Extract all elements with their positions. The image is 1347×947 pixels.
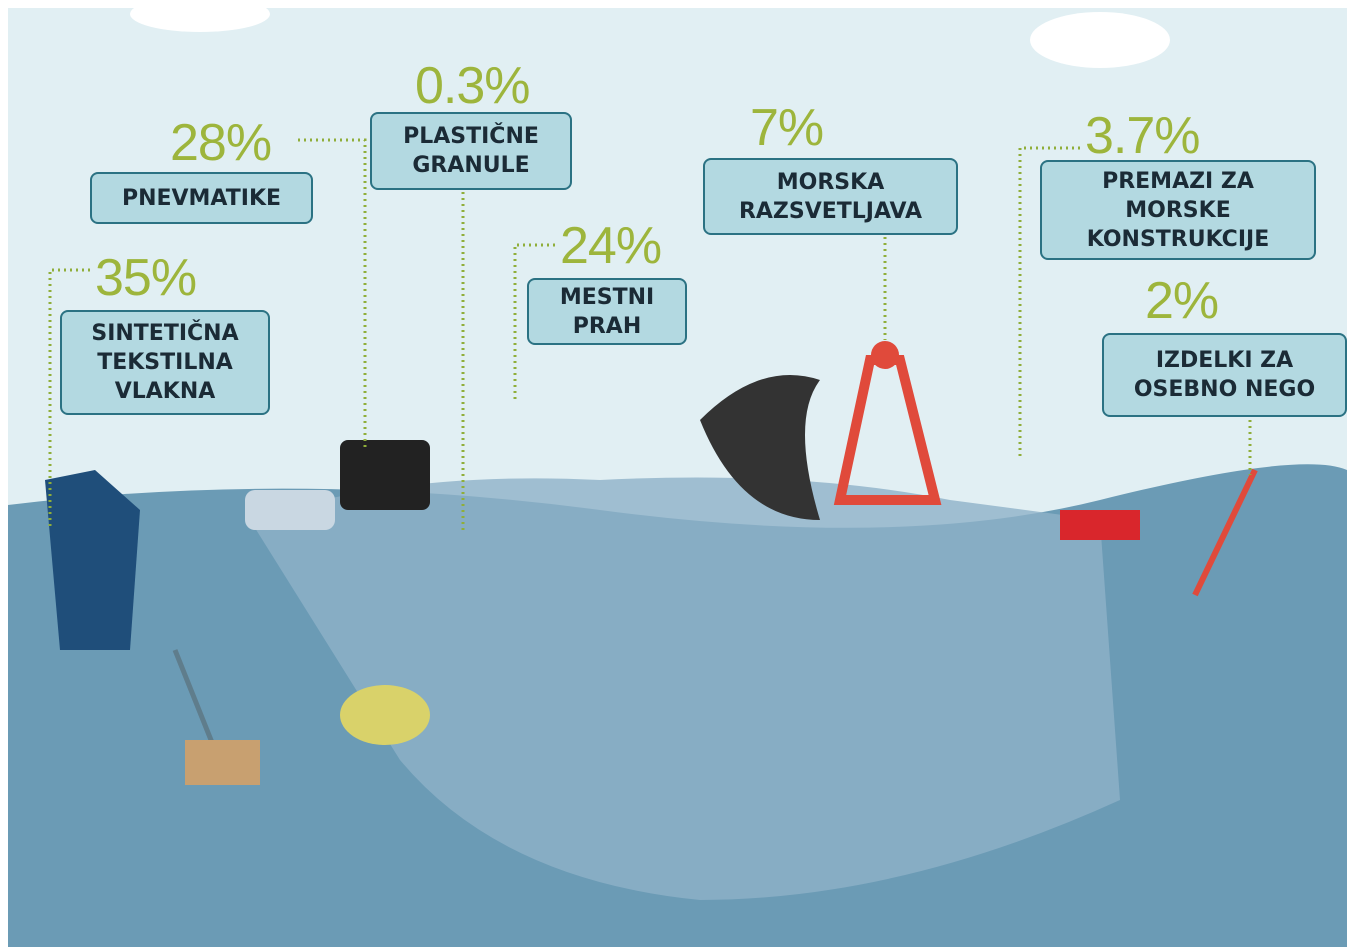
label-line: OSEBNO NEGO (1134, 375, 1315, 404)
label-line: MORSKA (777, 168, 884, 197)
sponge (340, 685, 430, 745)
label-line: KONSTRUKCIJE (1087, 225, 1269, 254)
label-line: GRANULE (412, 151, 529, 180)
lamp (871, 341, 899, 369)
label-line: MESTNI (560, 283, 654, 312)
percent: 7% (750, 102, 823, 154)
label-line: MORSKE (1125, 196, 1230, 225)
label-line: SINTETIČNA (91, 319, 238, 348)
label-line: VLAKNA (115, 377, 216, 406)
percent: 2% (1145, 275, 1218, 327)
percent: 24% (560, 220, 661, 272)
label-line: PNEVMATIKE (122, 184, 281, 213)
mannequin-base (185, 740, 260, 785)
tire (340, 440, 430, 510)
label-line: PLASTIČNE (403, 122, 539, 151)
label-line: PREMAZI ZA (1102, 167, 1254, 196)
label-line: IZDELKI ZA (1156, 346, 1293, 375)
percent: 0.3% (415, 60, 530, 112)
percent: 28% (170, 117, 271, 169)
bucket (1060, 510, 1140, 540)
label-line: RAZSVETLJAVA (739, 197, 922, 226)
label-line: PRAH (573, 312, 642, 341)
cloud (1030, 12, 1170, 68)
label-box: PNEVMATIKE (90, 172, 313, 224)
percent: 35% (95, 252, 196, 304)
bottle (245, 490, 335, 530)
percent: 3.7% (1085, 110, 1200, 162)
label-line: TEKSTILNA (97, 348, 233, 377)
page: (() => { const data = JSON.parse(documen… (0, 0, 1347, 947)
